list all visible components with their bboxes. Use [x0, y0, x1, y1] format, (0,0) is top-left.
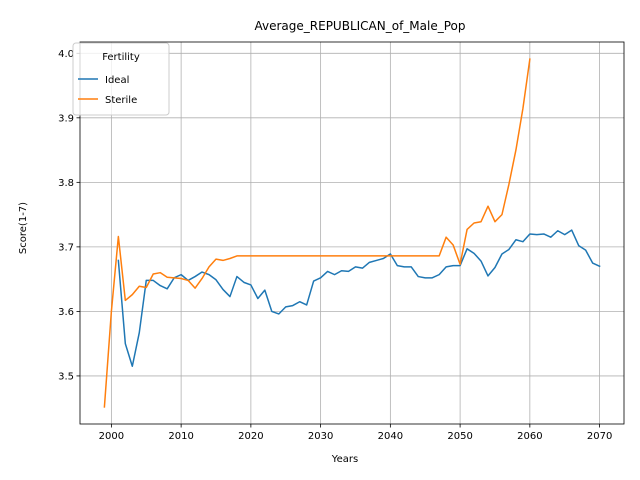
y-tick-label: 3.9 — [58, 113, 74, 124]
axis-ticks: 2000 2010 2020 2030 2040 2050 2060 2070 3.5 3.6 3.… — [58, 49, 612, 442]
y-axis-label: Score(1-7) — [18, 202, 29, 254]
series-lines — [103, 58, 601, 408]
legend-title: Fertility — [102, 52, 140, 63]
x-tick-label: 2020 — [238, 431, 263, 442]
legend-label-sterile: Sterile — [105, 95, 137, 106]
series-line-ideal — [117, 229, 601, 367]
series-line-sterile — [103, 58, 531, 408]
legend-box — [72, 42, 170, 116]
legend: Fertility Ideal Sterile — [72, 42, 170, 116]
legend-label-ideal: Ideal — [105, 75, 129, 86]
x-tick-label: 2050 — [447, 431, 472, 442]
chart-title: Average_REPUBLICAN_of_Male_Pop — [255, 19, 466, 33]
y-tick-label: 3.6 — [58, 307, 74, 318]
y-tick-label: 3.7 — [58, 242, 74, 253]
x-tick-label: 2040 — [378, 431, 403, 442]
x-tick-label: 2070 — [587, 431, 612, 442]
y-tick-label: 4.0 — [58, 49, 74, 60]
y-tick-label: 3.8 — [58, 178, 74, 189]
x-axis-label: Years — [331, 454, 358, 465]
x-tick-label: 2030 — [308, 431, 333, 442]
x-tick-label: 2060 — [517, 431, 542, 442]
x-tick-label: 2000 — [99, 431, 124, 442]
y-tick-label: 3.5 — [58, 371, 74, 382]
x-tick-label: 2010 — [168, 431, 193, 442]
grid — [80, 42, 624, 424]
plot-frame — [79, 41, 625, 425]
